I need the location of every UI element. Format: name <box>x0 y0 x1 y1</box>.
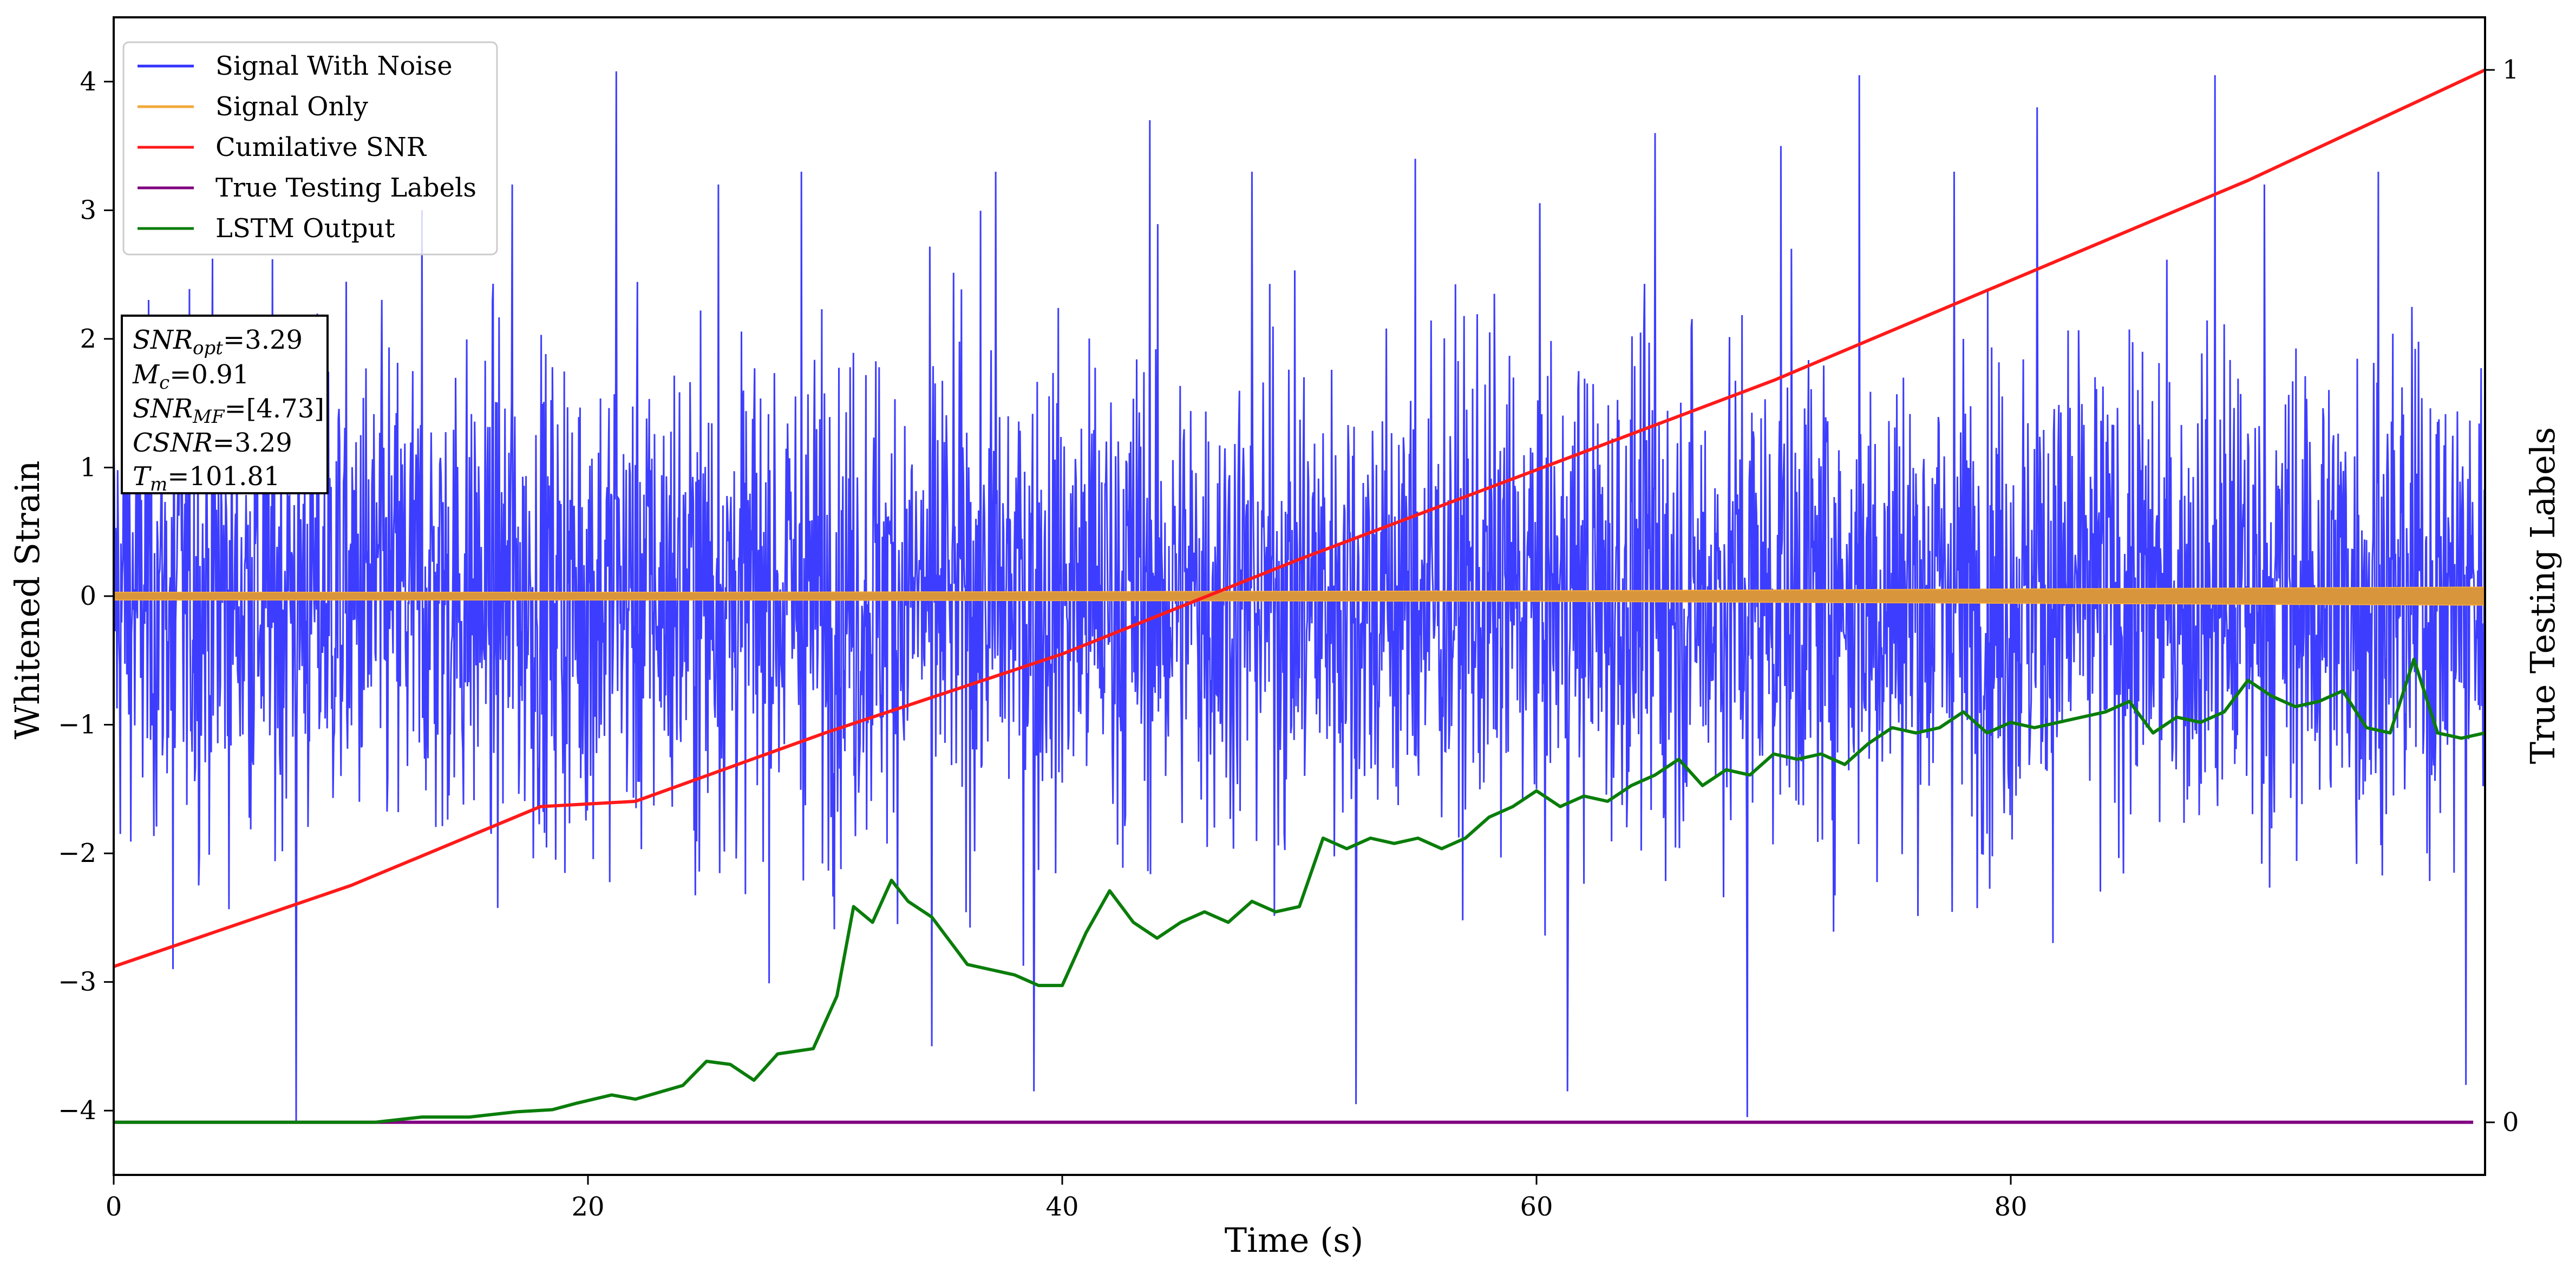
x-axis-title: Time (s) <box>1225 1220 1364 1260</box>
y2-tick-label: 0 <box>2502 1107 2519 1138</box>
y-tick-label: 0 <box>80 581 96 611</box>
y-tick-label: 1 <box>80 452 96 482</box>
y-tick-label: −2 <box>58 838 96 868</box>
y2-axis-title: True Testing Labels <box>2523 427 2562 765</box>
legend-label-lstm-output: LSTM Output <box>215 213 395 244</box>
y-tick-label: −3 <box>58 967 96 997</box>
line-series <box>113 68 2486 1124</box>
legend-label-true-testing-labels: True Testing Labels <box>215 173 476 203</box>
x-tick-label: 20 <box>571 1192 604 1222</box>
y-tick-label: −4 <box>58 1095 96 1126</box>
legend-frame <box>122 41 498 256</box>
cumulative-snr-line <box>113 68 2486 969</box>
y-tick-label: −1 <box>58 710 96 740</box>
x-tick-label: 40 <box>1045 1192 1078 1222</box>
y-tick-label: 2 <box>80 324 96 354</box>
annotation-tm: Tm=101.81 <box>133 461 280 495</box>
legend-label-cumulative-snr: Cumilative SNR <box>215 132 427 162</box>
x-tick-label: 60 <box>1520 1192 1553 1222</box>
lstm-output-line <box>114 657 2486 1124</box>
y-axis-title: Whitened Strain <box>8 461 47 740</box>
y2-tick-label: 1 <box>2502 55 2519 85</box>
signal-with-noise-line <box>113 71 2486 1124</box>
annotation-snr-mf: SNRMF=[4.73] <box>133 394 324 428</box>
y-tick-label: 3 <box>80 195 96 225</box>
annotation-csnr: CSNR=3.29 <box>133 428 292 458</box>
annotation-mc: Mc=0.91 <box>132 360 249 394</box>
legend-label-signal-only: Signal Only <box>215 92 368 122</box>
x-tick-label: 0 <box>106 1192 122 1222</box>
signal-with-noise-series <box>113 71 2486 1124</box>
annotation-box: SNRopt=3.29 Mc=0.91 SNRMF=[4.73] CSNR=3.… <box>121 315 329 495</box>
y-tick-label: 4 <box>80 67 96 97</box>
annotation-snr-opt: SNRopt=3.29 <box>133 325 303 359</box>
legend-label-signal-with-noise: Signal With Noise <box>215 51 453 81</box>
x-tick-label: 80 <box>1994 1192 2027 1222</box>
annotation-frame <box>121 315 329 494</box>
legend: Signal With Noise Signal Only Cumilative… <box>122 41 498 256</box>
